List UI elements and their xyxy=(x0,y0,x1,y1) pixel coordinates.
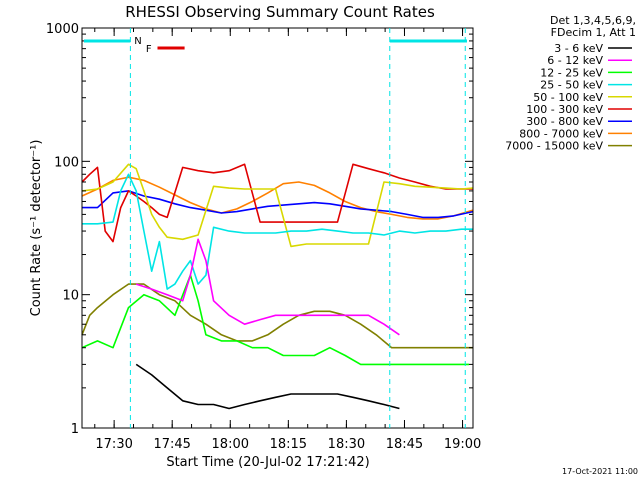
y-tick-label: 10 xyxy=(62,289,79,304)
series-line-0 xyxy=(135,363,400,410)
legend-label: 7000 - 15000 keV xyxy=(505,140,603,153)
legend-label: 25 - 50 keV xyxy=(540,79,603,92)
date-stamp: 17-Oct-2021 11:00 xyxy=(562,467,638,476)
series-line-4 xyxy=(81,163,474,248)
x-tick-label: 19:00 xyxy=(444,437,481,452)
x-tick-label: 18:00 xyxy=(212,437,249,452)
x-axis-label: Start Time (20-Jul-02 17:21:42) xyxy=(166,455,369,470)
x-tick-label: 17:45 xyxy=(153,437,190,452)
legend-label: 6 - 12 keV xyxy=(547,54,603,67)
series-line-8 xyxy=(81,283,473,349)
series-line-3 xyxy=(82,173,473,290)
legend-label: 3 - 6 keV xyxy=(554,42,603,55)
chart-title: RHESSI Observing Summary Count Rates xyxy=(125,3,435,21)
legend-header: Det 1,3,4,5,6,9, xyxy=(550,14,636,27)
x-tick-label: 18:45 xyxy=(386,437,423,452)
x-tick-label: 18:30 xyxy=(328,437,365,452)
legend-label: 100 - 300 keV xyxy=(526,103,603,116)
instrument-flags: NF xyxy=(84,28,467,428)
plot-area xyxy=(81,163,474,410)
y-tick-label: 1000 xyxy=(46,22,79,37)
legend-label: 800 - 7000 keV xyxy=(519,127,603,140)
plot-frame xyxy=(81,27,474,429)
legend-label: 12 - 25 keV xyxy=(540,66,603,79)
flare-flag-label: F xyxy=(146,44,152,55)
legend: Det 1,3,4,5,6,9,FDecim 1, Att 1 3 - 6 keV… xyxy=(505,14,636,153)
x-tick-label: 17:30 xyxy=(95,437,132,452)
x-tick-label: 18:15 xyxy=(270,437,307,452)
y-axis: 1 10 100 1000 xyxy=(46,22,473,437)
x-axis: 17:30 17:45 18:00 18:15 18:30 18:45 19:00 xyxy=(94,28,481,452)
y-tick-label: 100 xyxy=(54,155,79,170)
y-tick-label: 1 xyxy=(71,422,79,437)
legend-label: 300 - 800 keV xyxy=(526,115,603,128)
y-axis-label: Count Rate (s⁻¹ detector⁻¹) xyxy=(29,140,44,317)
series-line-2 xyxy=(81,274,470,366)
legend-label: 50 - 100 keV xyxy=(533,91,603,104)
night-flag-label: N xyxy=(134,36,141,47)
series-line-5 xyxy=(81,163,473,243)
series-line-1 xyxy=(135,238,400,336)
legend-header: FDecim 1, Att 1 xyxy=(551,26,636,39)
